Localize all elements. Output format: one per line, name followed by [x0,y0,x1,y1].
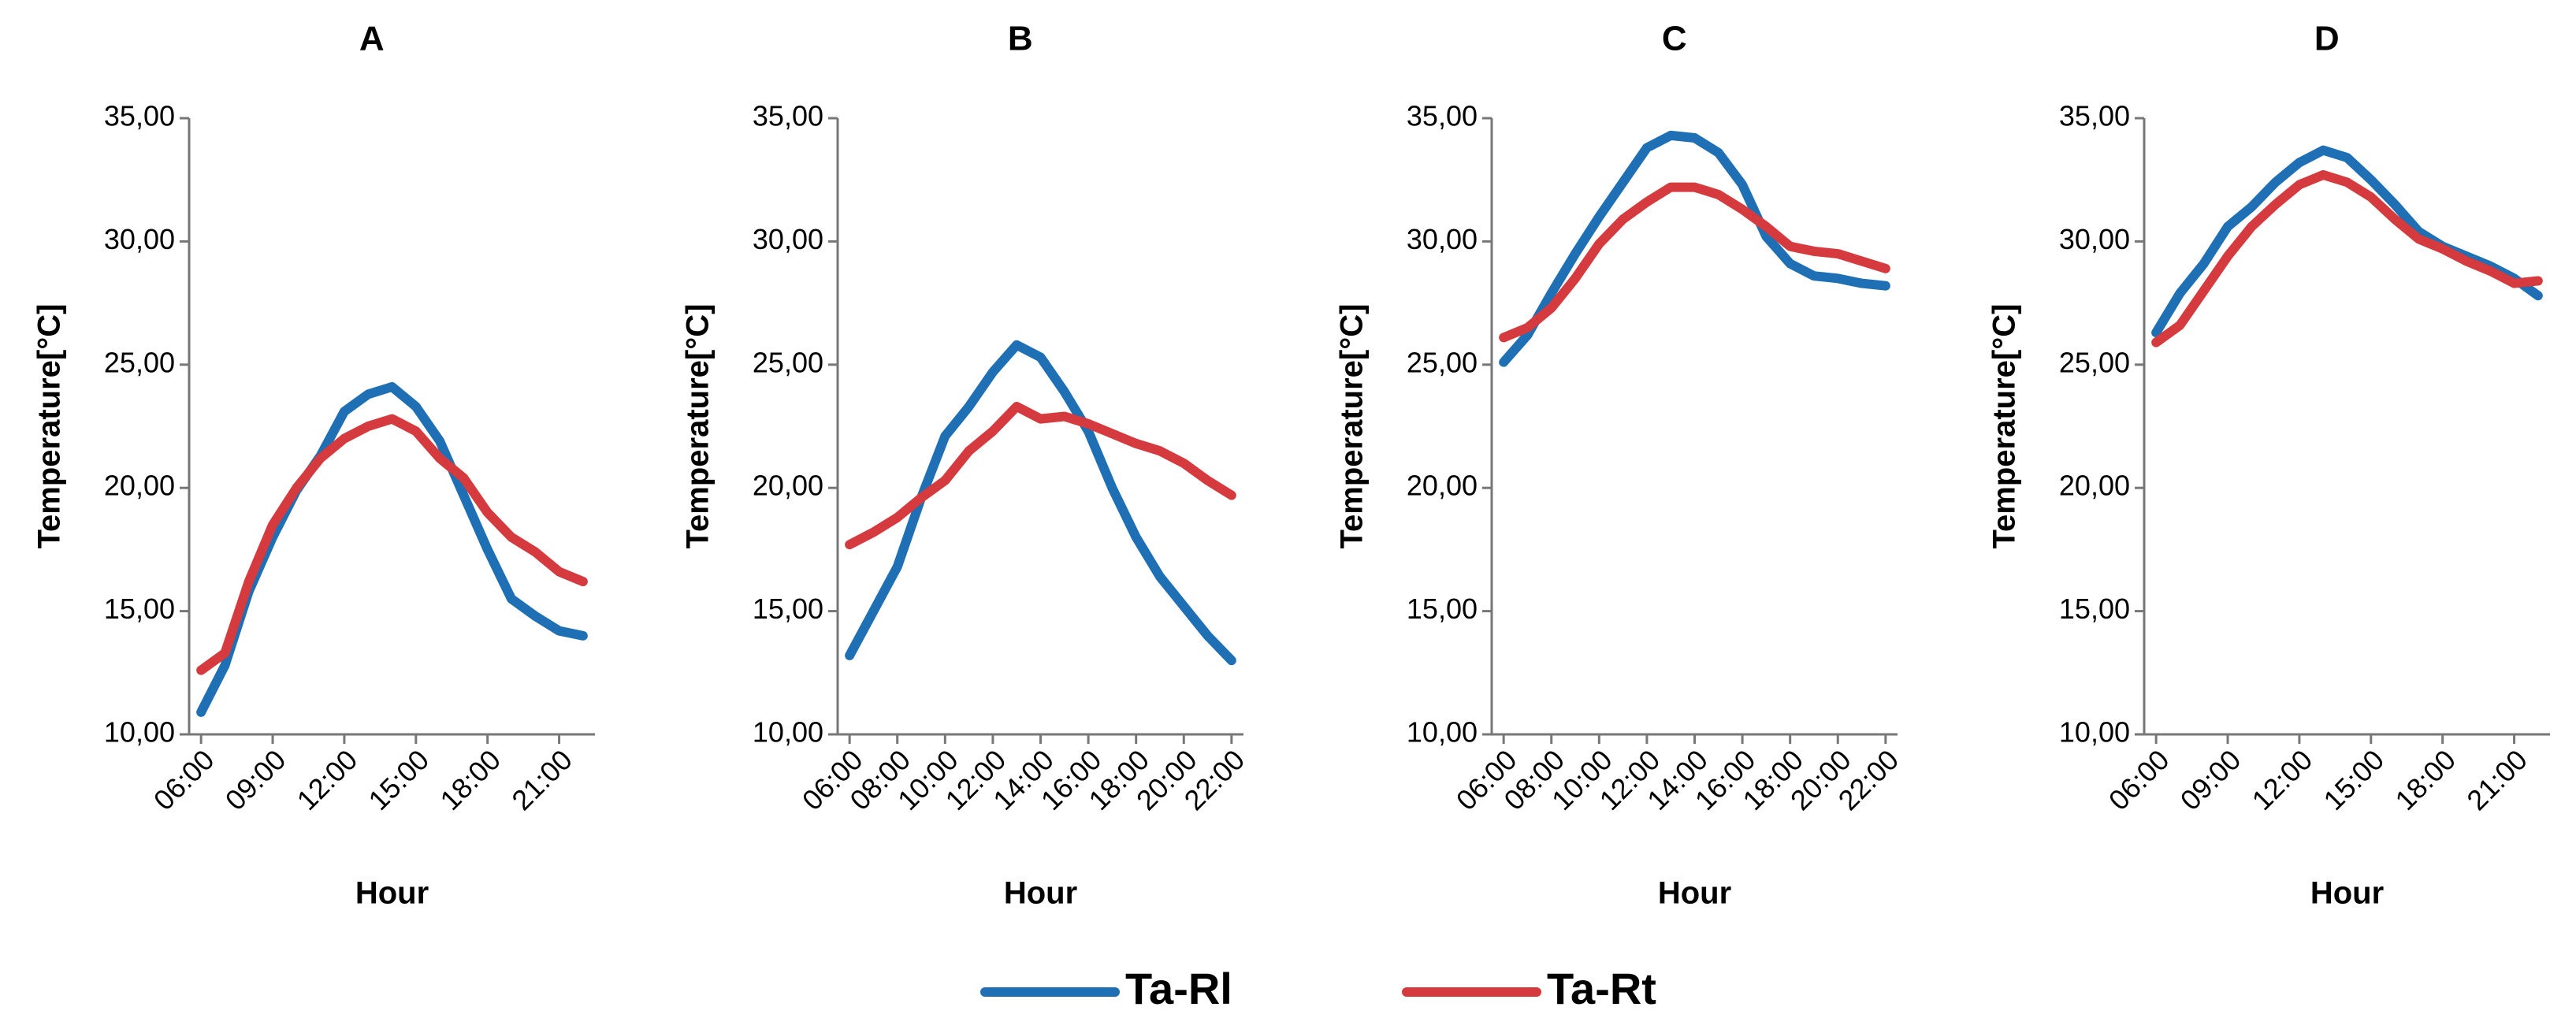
x-tick-label: 12:00 [291,743,364,816]
x-axis-label: Hour [355,876,429,911]
chart-title: D [2314,20,2340,58]
y-tick-label: 15,00 [104,593,175,625]
y-axis-label: Temperature[°C] [1335,304,1370,549]
y-tick-label: 10,00 [753,716,823,749]
x-tick-label: 15:00 [2317,743,2390,816]
y-tick-label: 25,00 [2059,346,2130,378]
y-tick-label: 10,00 [2059,716,2130,749]
y-tick-label: 25,00 [753,346,823,378]
y-tick-label: 10,00 [1407,716,1478,749]
y-tick-label: 30,00 [2059,223,2130,255]
x-tick-label: 06:00 [2102,743,2176,816]
series-line [1499,182,1890,343]
y-tick-label: 30,00 [1407,223,1478,255]
y-tick-label: 30,00 [753,223,823,255]
x-tick-label: 18:00 [433,743,507,816]
y-tick-label: 20,00 [753,470,823,502]
y-tick-label: 15,00 [2059,593,2130,625]
chart-title: A [359,20,385,58]
x-axis-label: Hour [1658,876,1731,911]
x-axis-label: Hour [2310,876,2384,911]
chart-title: B [1008,20,1033,58]
y-tick-label: 35,00 [1407,100,1478,132]
y-tick-label: 20,00 [2059,470,2130,502]
y-axis-label: Temperature[°C] [32,304,67,549]
y-tick-label: 35,00 [2059,100,2130,132]
legend-label: Ta-Rt [1547,964,1656,1013]
series-line [196,414,588,675]
y-axis-label: Temperature[°C] [681,304,716,549]
y-tick-label: 25,00 [1407,346,1478,378]
x-tick-label: 21:00 [2460,743,2533,816]
y-tick-label: 10,00 [104,716,175,749]
y-tick-label: 15,00 [1407,593,1478,625]
series-line [1499,130,1890,367]
y-tick-label: 30,00 [104,223,175,255]
x-tick-label: 18:00 [2388,743,2462,816]
chart-title: C [1662,20,1687,58]
y-tick-label: 25,00 [104,346,175,378]
x-tick-label: 06:00 [147,743,221,816]
y-tick-label: 35,00 [104,100,175,132]
series-line [845,340,1236,666]
y-axis-label: Temperature[°C] [1987,304,2022,549]
x-tick-label: 12:00 [2246,743,2319,816]
x-tick-label: 21:00 [505,743,578,816]
y-tick-label: 35,00 [753,100,823,132]
x-tick-label: 09:00 [219,743,292,816]
y-tick-label: 20,00 [1407,470,1478,502]
series-line [2151,169,2543,347]
y-tick-label: 15,00 [753,593,823,625]
y-tick-label: 20,00 [104,470,175,502]
x-axis-label: Hour [1004,876,1077,911]
series-line [845,401,1236,550]
legend-label: Ta-Rl [1125,964,1232,1013]
x-tick-label: 09:00 [2174,743,2247,816]
x-tick-label: 15:00 [362,743,435,816]
